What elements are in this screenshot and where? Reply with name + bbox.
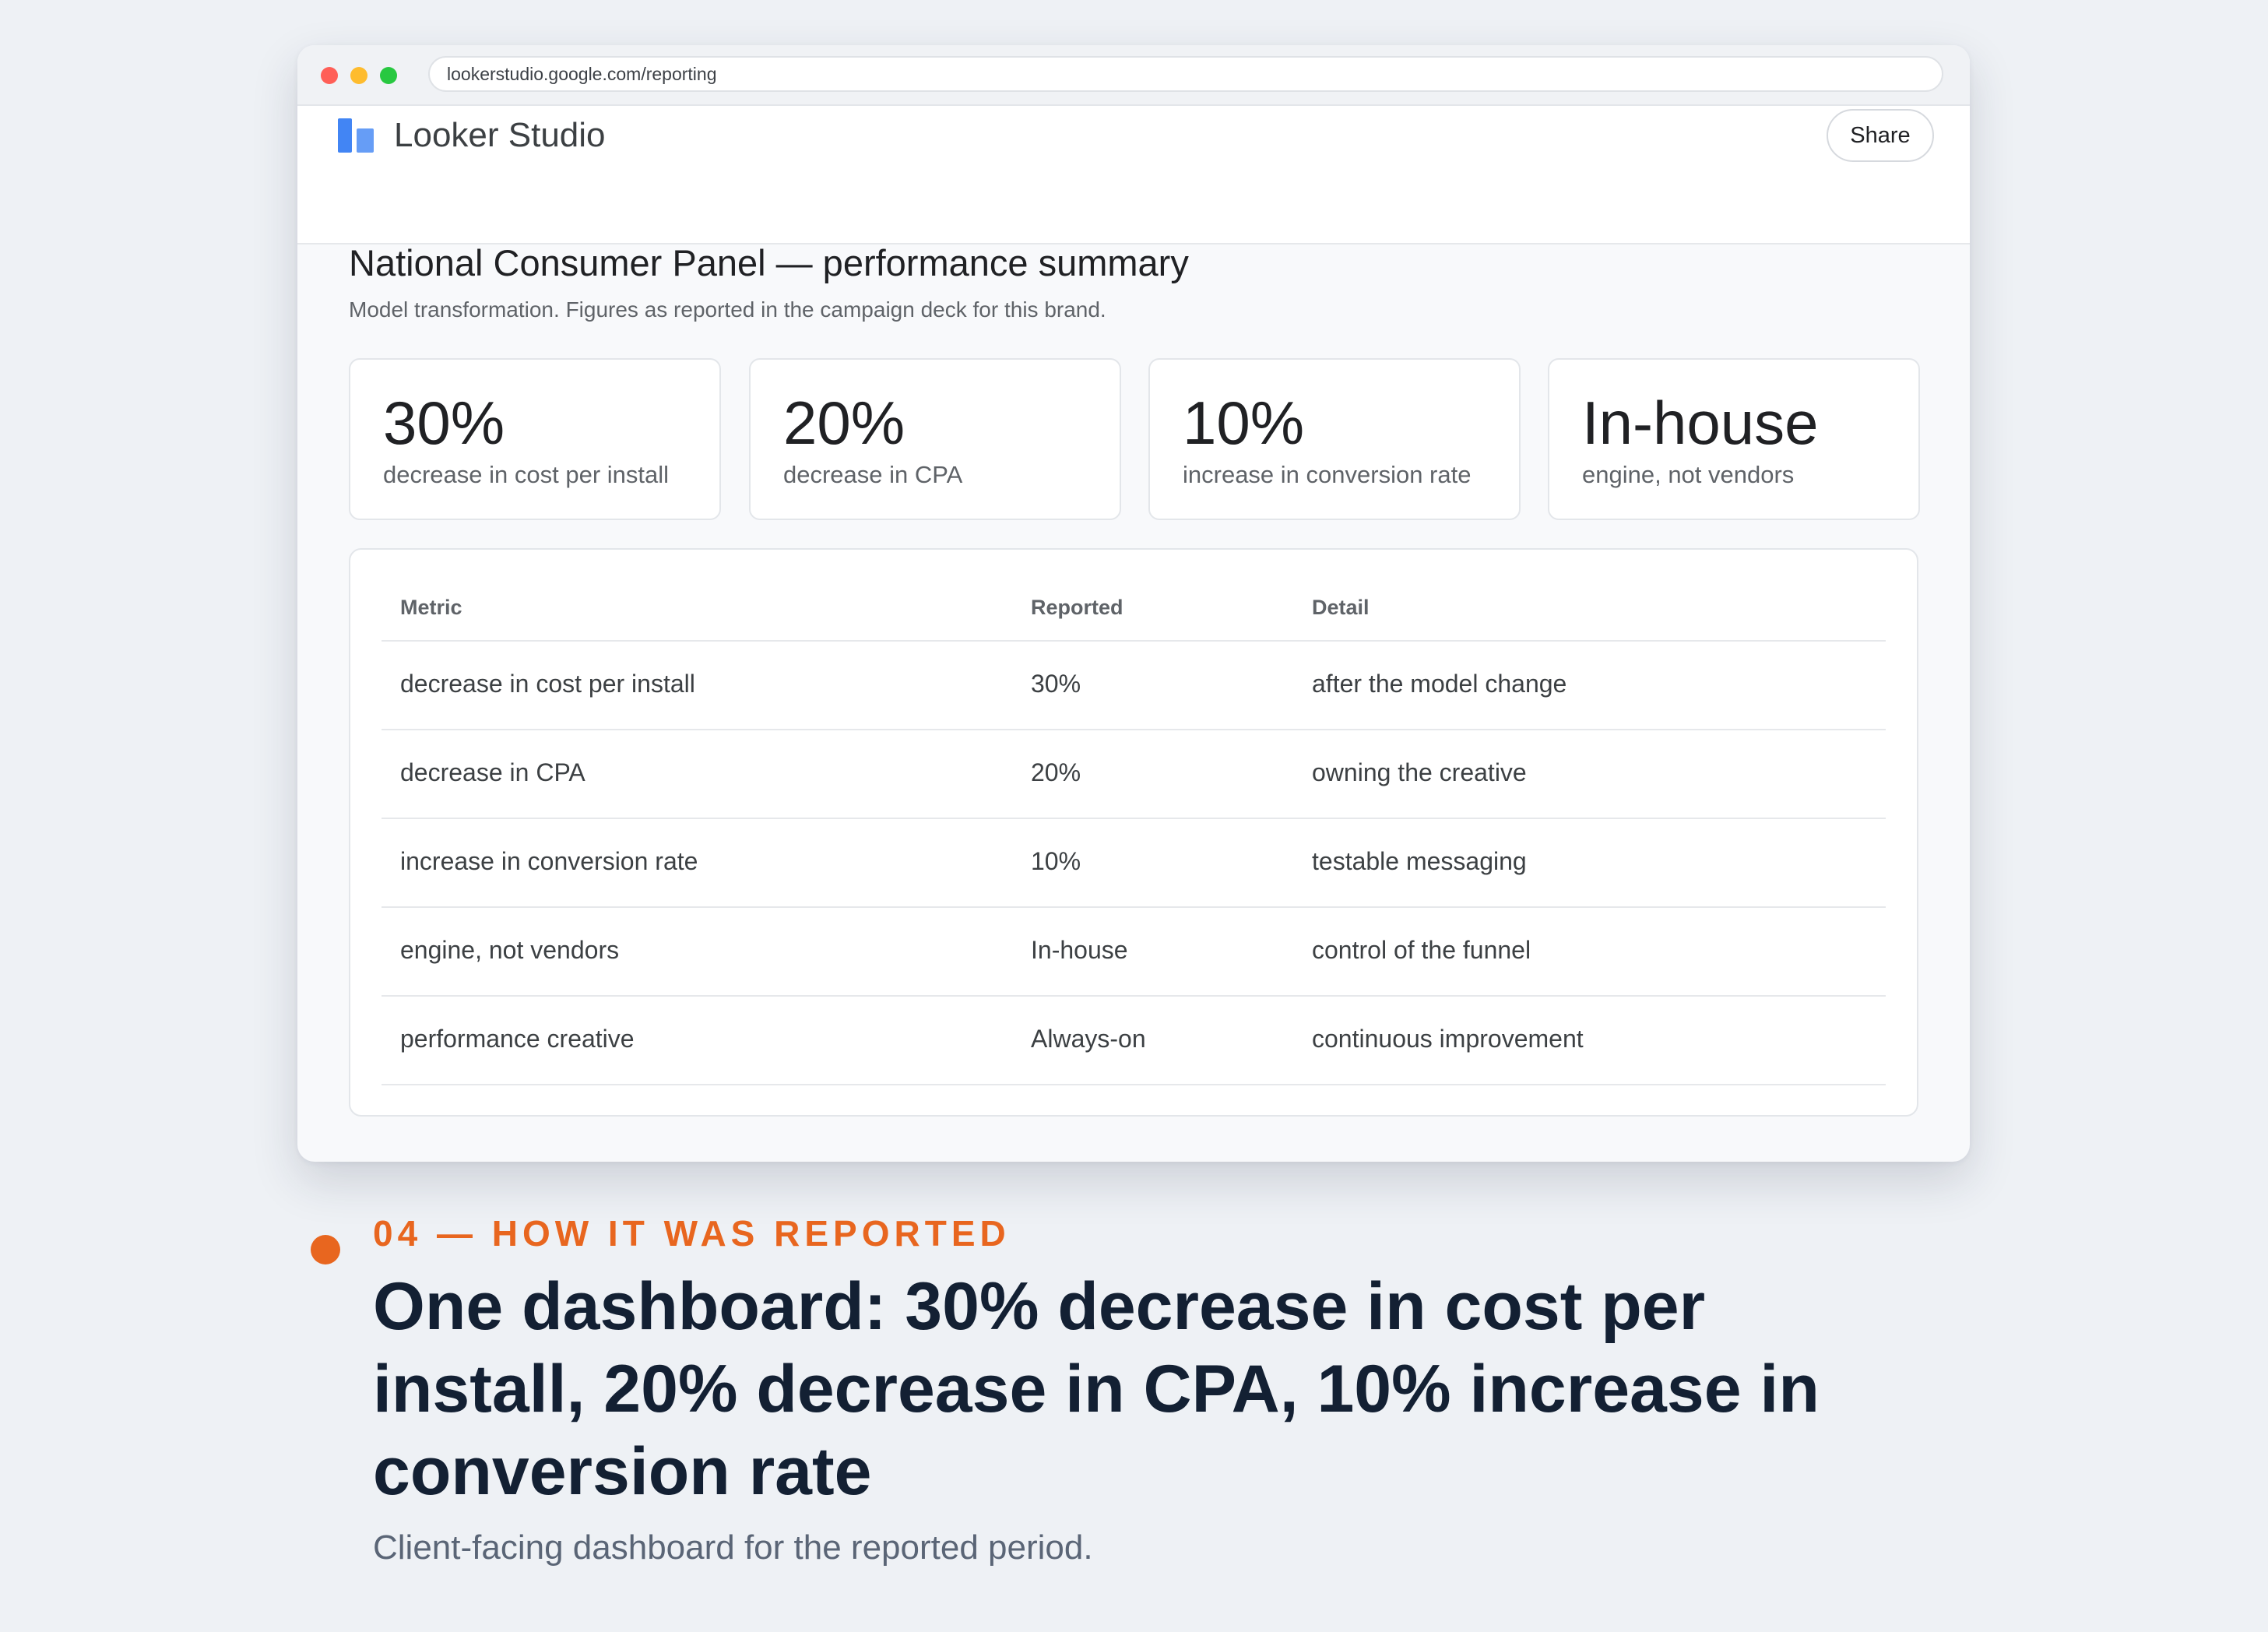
section-caption: Client-facing dashboard for the reported… (373, 1528, 1093, 1567)
kpi-value: 30% (383, 389, 505, 457)
kpi-card-conversion-rate: 10% increase in conversion rate (1148, 358, 1521, 520)
table-row: increase in conversion rate 10% testable… (382, 818, 1886, 908)
close-window-button[interactable] (321, 67, 338, 84)
kpi-card-cpa: 20% decrease in CPA (749, 358, 1121, 520)
kpi-value: 20% (783, 389, 905, 457)
cell-reported: In-house (1031, 936, 1128, 964)
kpi-value: 10% (1183, 389, 1305, 457)
cell-metric: increase in conversion rate (400, 847, 698, 875)
section-eyebrow: 04 — HOW IT WAS REPORTED (373, 1213, 1011, 1254)
kpi-value: In-house (1582, 389, 1819, 457)
kpi-label: increase in conversion rate (1183, 461, 1472, 488)
address-bar[interactable]: lookerstudio.google.com/reporting (428, 56, 1943, 92)
cell-metric: performance creative (400, 1025, 635, 1053)
browser-window: lookerstudio.google.com/reporting Looker… (297, 45, 1970, 1162)
column-header-reported: Reported (1031, 596, 1123, 619)
kpi-card-in-house: In-house engine, not vendors (1548, 358, 1920, 520)
cell-reported: 30% (1031, 670, 1081, 698)
cell-detail: continuous improvement (1312, 1025, 1584, 1053)
cell-detail: testable messaging (1312, 847, 1527, 875)
kpi-card-cost-per-install: 30% decrease in cost per install (349, 358, 721, 520)
app-title: Looker Studio (394, 116, 606, 154)
table-row: engine, not vendors In-house control of … (382, 906, 1886, 997)
section-headline: One dashboard: 30% decrease in cost per … (373, 1269, 1820, 1509)
table-row: decrease in cost per install 30% after t… (382, 640, 1886, 730)
section-marker-dot (311, 1235, 340, 1264)
cell-detail: owning the creative (1312, 758, 1527, 786)
cell-detail: after the model change (1312, 670, 1567, 698)
report-subtitle: Model transformation. Figures as reporte… (349, 297, 1106, 322)
kpi-label: decrease in CPA (783, 461, 963, 488)
maximize-window-button[interactable] (380, 67, 397, 84)
cell-reported: 10% (1031, 847, 1081, 875)
cell-metric: engine, not vendors (400, 936, 620, 964)
share-button[interactable]: Share (1827, 109, 1934, 162)
kpi-label: decrease in cost per install (383, 461, 670, 488)
report-title: National Consumer Panel — performance su… (349, 242, 1189, 283)
app-header (297, 106, 1970, 244)
cell-metric: decrease in CPA (400, 758, 585, 786)
column-header-detail: Detail (1312, 596, 1370, 619)
minimize-window-button[interactable] (350, 67, 367, 84)
table-header: Metric Reported Detail (382, 550, 1886, 642)
kpi-label: engine, not vendors (1582, 461, 1795, 488)
cell-reported: Always-on (1031, 1025, 1146, 1053)
table-row: decrease in CPA 20% owning the creative (382, 729, 1886, 819)
browser-toolbar: lookerstudio.google.com/reporting (297, 45, 1970, 106)
looker-studio-logo-icon (338, 118, 374, 153)
column-header-metric: Metric (400, 596, 462, 619)
table-row: performance creative Always-on continuou… (382, 995, 1886, 1085)
metrics-table: Metric Reported Detail decrease in cost … (349, 548, 1918, 1117)
cell-metric: decrease in cost per install (400, 670, 695, 698)
cell-reported: 20% (1031, 758, 1081, 786)
cell-detail: control of the funnel (1312, 936, 1531, 964)
